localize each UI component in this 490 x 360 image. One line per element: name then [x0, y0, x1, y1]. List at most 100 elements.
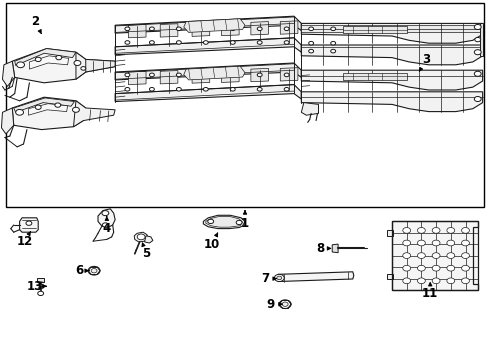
- Circle shape: [149, 27, 154, 31]
- Circle shape: [257, 87, 262, 91]
- Circle shape: [417, 240, 425, 246]
- Polygon shape: [29, 56, 69, 69]
- Polygon shape: [343, 73, 407, 80]
- Circle shape: [230, 41, 235, 44]
- Circle shape: [309, 27, 314, 31]
- Circle shape: [447, 278, 455, 284]
- Circle shape: [125, 41, 130, 44]
- Polygon shape: [160, 24, 178, 37]
- Polygon shape: [301, 70, 483, 90]
- Circle shape: [447, 265, 455, 271]
- Polygon shape: [128, 71, 146, 85]
- Circle shape: [102, 223, 108, 227]
- Circle shape: [38, 291, 44, 296]
- Polygon shape: [12, 49, 86, 83]
- Circle shape: [35, 105, 41, 109]
- Circle shape: [88, 266, 100, 275]
- Circle shape: [447, 240, 455, 246]
- Circle shape: [73, 107, 79, 112]
- Polygon shape: [14, 98, 74, 112]
- Polygon shape: [134, 232, 148, 242]
- Circle shape: [55, 103, 61, 107]
- Circle shape: [462, 278, 469, 284]
- Polygon shape: [184, 66, 245, 80]
- Circle shape: [176, 73, 181, 77]
- Polygon shape: [115, 38, 301, 55]
- Circle shape: [462, 240, 469, 246]
- Polygon shape: [280, 68, 298, 81]
- Circle shape: [432, 278, 440, 284]
- Polygon shape: [74, 101, 115, 127]
- Circle shape: [474, 71, 481, 76]
- Circle shape: [432, 253, 440, 258]
- Polygon shape: [343, 26, 407, 33]
- Text: 12: 12: [16, 232, 33, 248]
- Circle shape: [447, 228, 455, 233]
- Polygon shape: [301, 23, 483, 43]
- Circle shape: [203, 73, 208, 77]
- Circle shape: [432, 228, 440, 233]
- Polygon shape: [86, 59, 115, 72]
- Circle shape: [125, 27, 130, 31]
- Circle shape: [403, 240, 411, 246]
- Polygon shape: [301, 92, 483, 112]
- Circle shape: [417, 228, 425, 233]
- Circle shape: [309, 49, 314, 53]
- Circle shape: [284, 27, 289, 31]
- Circle shape: [284, 41, 289, 44]
- Circle shape: [417, 265, 425, 271]
- Circle shape: [176, 27, 181, 31]
- Circle shape: [331, 49, 336, 53]
- Polygon shape: [480, 23, 483, 56]
- Polygon shape: [387, 274, 393, 279]
- Text: 13: 13: [26, 280, 46, 293]
- Text: 9: 9: [267, 298, 282, 311]
- Circle shape: [257, 27, 262, 31]
- Text: 10: 10: [203, 233, 220, 251]
- Polygon shape: [275, 272, 354, 282]
- Polygon shape: [20, 218, 38, 232]
- Circle shape: [462, 265, 469, 271]
- Circle shape: [309, 41, 314, 45]
- Text: 6: 6: [75, 264, 89, 277]
- Polygon shape: [98, 209, 115, 228]
- Circle shape: [282, 302, 288, 306]
- Text: 1: 1: [241, 211, 249, 230]
- Circle shape: [277, 276, 282, 280]
- Circle shape: [35, 57, 41, 62]
- Polygon shape: [301, 25, 483, 32]
- Circle shape: [462, 228, 469, 233]
- Polygon shape: [203, 215, 245, 229]
- Circle shape: [403, 278, 411, 284]
- Circle shape: [16, 109, 24, 115]
- Circle shape: [474, 50, 481, 55]
- Polygon shape: [76, 52, 115, 79]
- Polygon shape: [280, 21, 298, 34]
- Circle shape: [432, 240, 440, 246]
- Circle shape: [403, 228, 411, 233]
- Circle shape: [74, 60, 81, 66]
- Polygon shape: [387, 230, 393, 236]
- Circle shape: [203, 27, 208, 31]
- Circle shape: [149, 73, 154, 77]
- Circle shape: [149, 87, 154, 91]
- Polygon shape: [206, 216, 243, 227]
- Polygon shape: [1, 108, 14, 134]
- Circle shape: [230, 27, 235, 31]
- Circle shape: [417, 278, 425, 284]
- Circle shape: [81, 67, 86, 70]
- Circle shape: [176, 87, 181, 91]
- Polygon shape: [192, 23, 210, 36]
- Text: 7: 7: [262, 272, 276, 285]
- Polygon shape: [12, 97, 86, 130]
- Circle shape: [176, 41, 181, 44]
- Circle shape: [26, 221, 32, 225]
- Circle shape: [284, 87, 289, 91]
- Polygon shape: [128, 24, 146, 38]
- Polygon shape: [192, 70, 210, 83]
- Circle shape: [403, 265, 411, 271]
- Circle shape: [274, 274, 284, 282]
- Circle shape: [137, 234, 145, 240]
- Text: 11: 11: [422, 283, 439, 300]
- Circle shape: [403, 253, 411, 258]
